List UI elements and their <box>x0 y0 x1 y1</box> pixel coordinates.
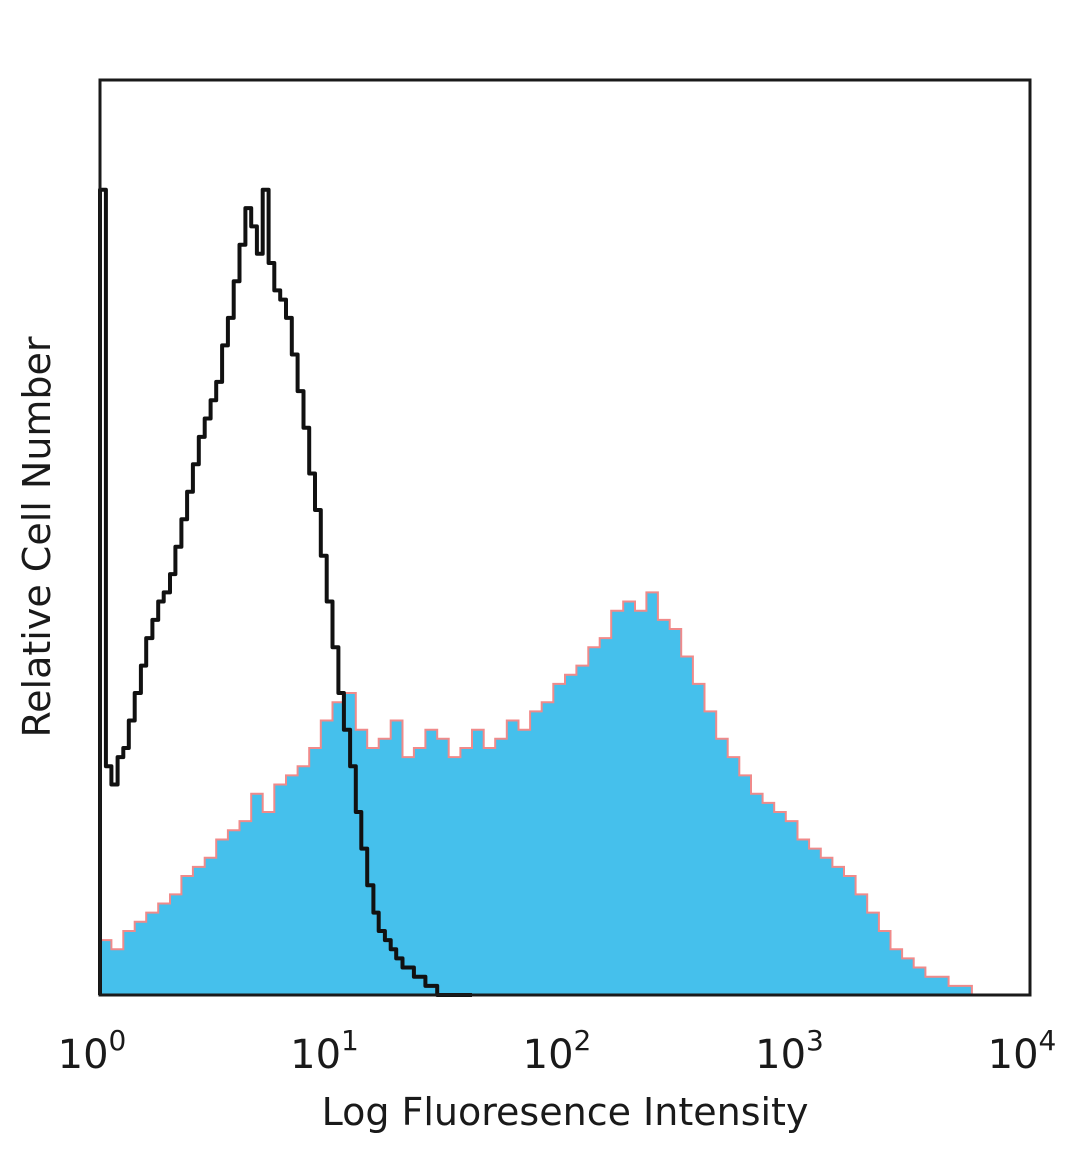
x-axis-title: Log Fluoresence Intensity <box>322 1090 809 1134</box>
x-tick-base: 10 <box>58 1032 109 1078</box>
series-layer <box>98 187 1030 997</box>
x-tick-label: 102 <box>523 1024 592 1078</box>
x-tick-exponent: 3 <box>806 1024 824 1057</box>
plot-frame <box>98 78 1032 997</box>
x-tick-label: 103 <box>755 1024 824 1078</box>
x-tick-label: 101 <box>290 1024 359 1078</box>
x-tick-base: 10 <box>523 1032 574 1078</box>
x-tick-exponent: 0 <box>109 1024 127 1057</box>
x-tick-base: 10 <box>755 1032 806 1078</box>
series-0-filled-histogram <box>99 591 1030 996</box>
x-tick-exponent: 4 <box>1039 1024 1057 1057</box>
series-1-outline-histogram <box>98 187 472 997</box>
x-tick-label: 104 <box>988 1024 1057 1078</box>
x-tick-labels: 100 101 102 103 104 <box>58 1024 1057 1078</box>
y-axis-title: Relative Cell Number <box>15 336 59 737</box>
x-tick-base: 10 <box>988 1032 1039 1078</box>
x-tick-label: 100 <box>58 1024 127 1078</box>
x-tick-base: 10 <box>290 1032 341 1078</box>
x-tick-exponent: 2 <box>574 1024 592 1057</box>
x-tick-exponent: 1 <box>341 1024 359 1057</box>
